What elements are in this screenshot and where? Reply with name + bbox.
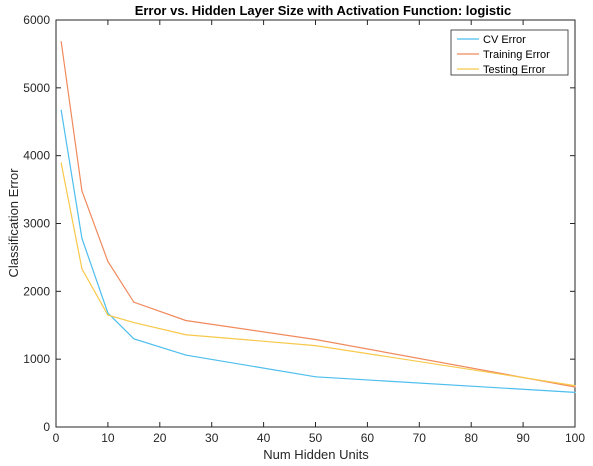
y-tick-label: 0 xyxy=(43,420,50,434)
data-point xyxy=(185,319,187,322)
legend-label: CV Error xyxy=(483,34,526,46)
x-tick-label: 80 xyxy=(465,431,479,445)
y-axis-label: Classification Error xyxy=(6,168,21,278)
data-point xyxy=(314,376,317,378)
legend-label: Testing Error xyxy=(483,64,546,76)
y-tick-label: 5000 xyxy=(23,81,50,95)
x-tick-label: 0 xyxy=(53,431,60,445)
data-point xyxy=(107,260,109,263)
x-tick-label: 40 xyxy=(257,431,271,445)
series-layer xyxy=(60,41,576,394)
data-point xyxy=(314,345,317,347)
y-tick-label: 3000 xyxy=(23,217,50,231)
data-point xyxy=(81,237,83,240)
legend: CV Error Training Error Testing Error xyxy=(450,29,569,76)
data-point xyxy=(185,334,187,336)
data-point xyxy=(133,301,135,303)
y-tick-label: 4000 xyxy=(23,149,50,163)
data-point xyxy=(107,314,109,316)
x-tick-label: 20 xyxy=(153,431,167,445)
data-point xyxy=(185,354,187,356)
legend-label: Training Error xyxy=(483,49,550,61)
x-tick-label: 30 xyxy=(205,431,219,445)
x-tick-label: 50 xyxy=(309,431,323,445)
y-tick-label: 6000 xyxy=(23,13,50,27)
x-tick-label: 10 xyxy=(101,431,115,445)
data-point xyxy=(81,268,83,270)
y-tick-label: 2000 xyxy=(23,284,50,298)
data-point xyxy=(574,391,576,394)
data-point xyxy=(133,338,135,340)
x-tick-label: 70 xyxy=(413,431,427,445)
y-tick-label: 1000 xyxy=(23,352,50,366)
x-tick-label: 90 xyxy=(516,431,530,445)
legend-box xyxy=(450,29,569,76)
data-point xyxy=(133,321,135,324)
data-point xyxy=(314,338,317,341)
x-tick-label: 100 xyxy=(565,431,585,445)
ticks-layer: 0 10 20 30 40 50 60 70 80 90 100010002000300040005… xyxy=(23,13,585,445)
plot-frame xyxy=(55,19,576,428)
plot-area xyxy=(55,19,576,428)
data-point xyxy=(574,386,576,388)
x-tick-label: 60 xyxy=(361,431,375,445)
x-axis-label: Num Hidden Units xyxy=(263,447,369,462)
data-point xyxy=(60,162,62,164)
data-point xyxy=(60,41,62,43)
data-point xyxy=(574,385,576,387)
data-point xyxy=(60,109,62,111)
data-point xyxy=(81,190,83,192)
chart-title: Error vs. Hidden Layer Size with Activat… xyxy=(135,3,512,18)
